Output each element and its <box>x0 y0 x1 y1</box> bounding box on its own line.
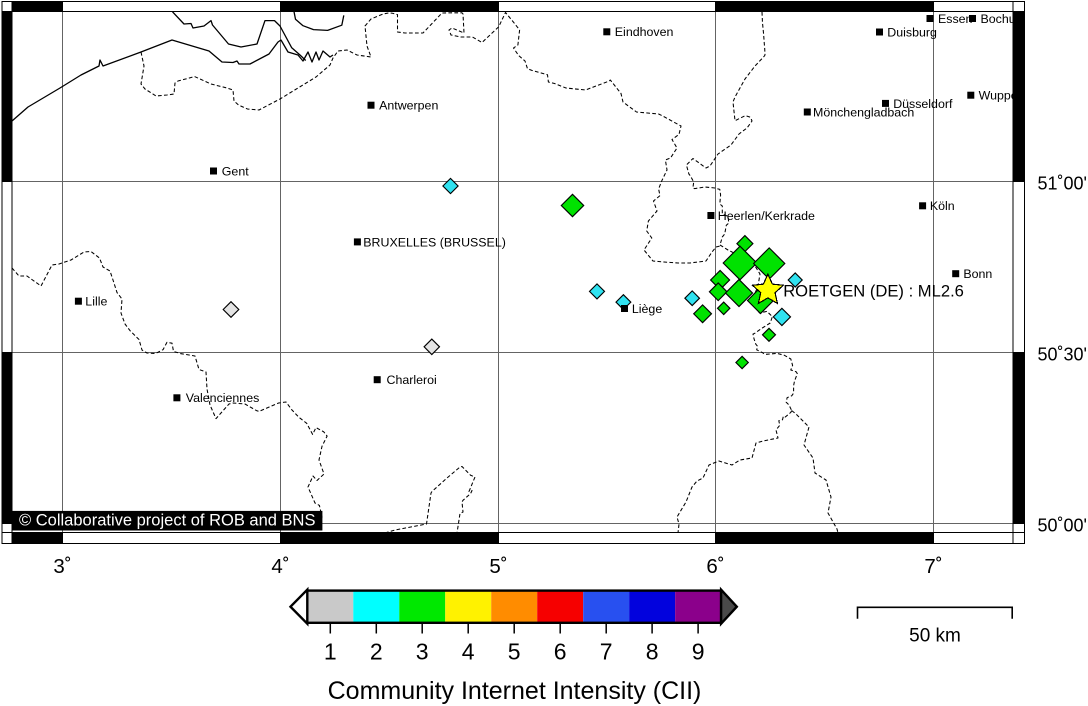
svg-text:6: 6 <box>554 639 567 665</box>
svg-text:3: 3 <box>416 639 429 665</box>
svg-text:Gent: Gent <box>222 164 249 178</box>
svg-text:50˚00': 50˚00' <box>1038 516 1087 536</box>
svg-text:8: 8 <box>646 639 659 665</box>
svg-text:Bochum: Bochum <box>981 12 1026 26</box>
svg-text:Eindhoven: Eindhoven <box>615 25 674 39</box>
svg-text:9: 9 <box>692 639 705 665</box>
svg-text:7: 7 <box>600 639 613 665</box>
svg-text:Essen: Essen <box>938 12 973 26</box>
svg-text:Duisburg: Duisburg <box>887 25 937 39</box>
svg-text:5: 5 <box>508 639 521 665</box>
svg-text:ROETGEN (DE) : ML2.6: ROETGEN (DE) : ML2.6 <box>783 282 964 301</box>
svg-text:7˚: 7˚ <box>924 555 942 578</box>
svg-text:Bonn: Bonn <box>963 267 992 281</box>
svg-text:Valenciennes: Valenciennes <box>186 391 259 405</box>
svg-text:50˚30': 50˚30' <box>1038 345 1087 365</box>
svg-text:3˚: 3˚ <box>53 555 71 578</box>
svg-text:6˚: 6˚ <box>706 555 724 578</box>
svg-text:Heerlen/Kerkrade: Heerlen/Kerkrade <box>718 209 815 223</box>
svg-text:Köln: Köln <box>930 199 955 213</box>
svg-text:Mönchengladbach: Mönchengladbach <box>813 105 914 119</box>
svg-text:© Collaborative project of ROB: © Collaborative project of ROB and BNS <box>19 512 315 530</box>
svg-text:5˚: 5˚ <box>489 555 507 578</box>
svg-text:BRUXELLES (BRUSSEL): BRUXELLES (BRUSSEL) <box>363 235 506 249</box>
svg-text:Liège: Liège <box>632 302 662 316</box>
svg-text:Wuppertal: Wuppertal <box>979 89 1035 103</box>
svg-text:50 km: 50 km <box>909 626 961 647</box>
svg-text:51˚00': 51˚00' <box>1038 174 1087 194</box>
svg-text:Düsseldorf: Düsseldorf <box>893 97 953 111</box>
svg-text:4˚: 4˚ <box>271 555 289 578</box>
svg-text:Charleroi: Charleroi <box>387 373 437 387</box>
svg-text:Lille: Lille <box>85 295 107 309</box>
svg-text:Antwerpen: Antwerpen <box>379 99 438 113</box>
svg-text:2: 2 <box>370 639 383 665</box>
svg-text:Community Internet Intensity (: Community Internet Intensity (CII) <box>328 677 702 705</box>
svg-text:4: 4 <box>462 639 475 665</box>
svg-text:1: 1 <box>324 639 337 665</box>
